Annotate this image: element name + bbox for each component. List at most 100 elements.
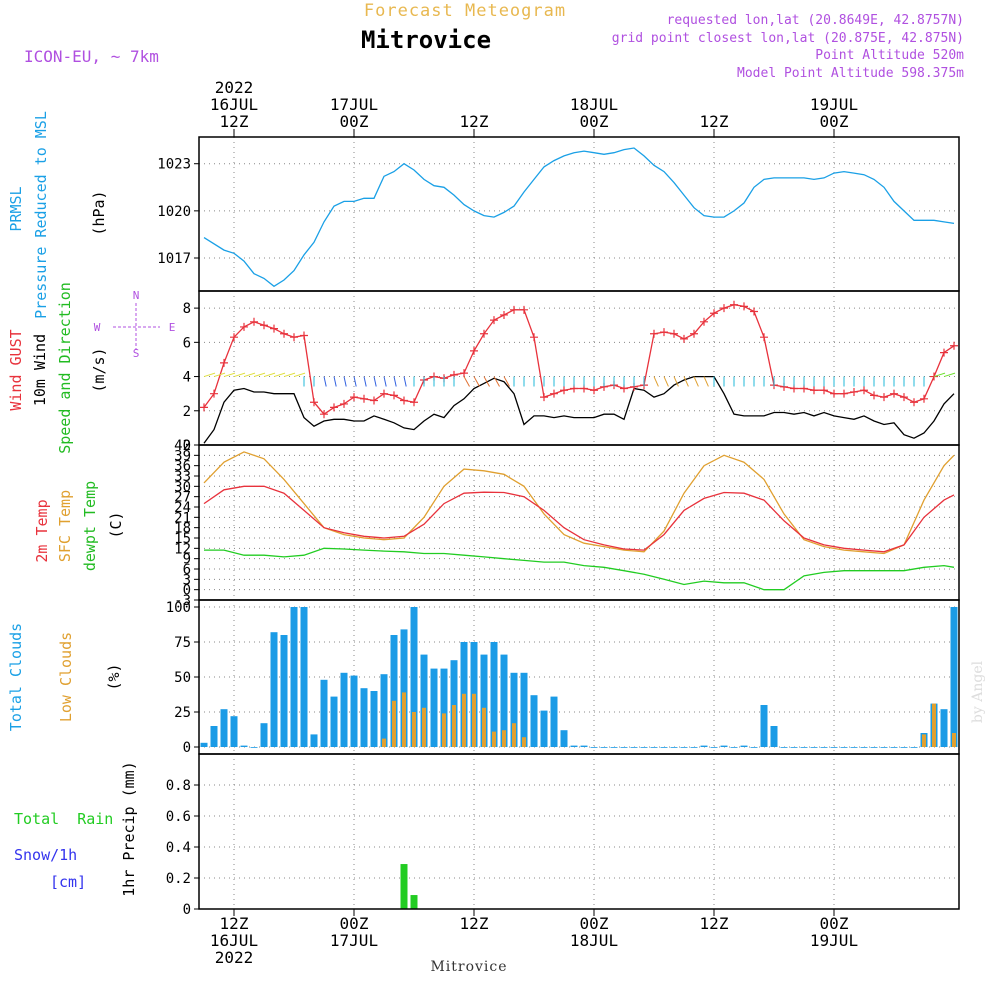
total-cloud-bar	[330, 696, 338, 747]
panel-frame	[198, 753, 960, 910]
total-cloud-bar	[530, 695, 538, 747]
panel-labels: PRMSL Pressure Reduced to MSL (hPa) Wind…	[7, 111, 138, 897]
wind-direction-arrow	[213, 372, 226, 378]
wind-direction-arrow	[483, 376, 490, 387]
total-cloud-bar	[270, 632, 278, 747]
total-cloud-bar	[570, 745, 578, 747]
rain-bar	[410, 895, 418, 909]
gust-marker	[520, 305, 528, 314]
gust-marker	[270, 324, 278, 333]
y-tick-label: 27	[174, 490, 191, 506]
cloud-panel: 0 25 50 75 100	[166, 599, 960, 756]
wind-direction-arrow	[263, 372, 276, 378]
label-sfc-temp: SFC Temp	[56, 490, 74, 562]
low-cloud-bar	[522, 737, 526, 747]
wind-direction-arrow	[353, 376, 357, 387]
x-tick-label-top: 12Z	[460, 112, 489, 131]
total-cloud-bar	[250, 747, 258, 748]
total-cloud-bar	[240, 745, 248, 747]
y-tick-label: 0	[183, 740, 191, 756]
low-cloud-bar	[482, 707, 486, 747]
total-cloud-bar	[440, 668, 448, 747]
gust-marker	[820, 386, 828, 395]
y-tick-label: 1023	[157, 157, 191, 173]
gust-marker	[680, 334, 688, 343]
low-cloud-bar	[382, 738, 386, 747]
x-tick-label-top: 00Z	[580, 112, 609, 131]
gust-marker	[700, 317, 708, 326]
compass-cross	[113, 303, 160, 350]
wind-direction-arrow	[463, 376, 470, 387]
label-1hr-precip: 1hr Precip (mm)	[120, 761, 138, 896]
total-cloud-bar	[760, 705, 768, 747]
total-cloud-bar	[850, 747, 858, 748]
gust-marker	[500, 310, 508, 319]
gust-marker	[940, 348, 948, 357]
low-cloud-bar	[492, 731, 496, 747]
point-altitude: Point Altitude 520m	[815, 48, 964, 63]
precip-panel: 0 0.2 0.4 0.6 0.8	[166, 753, 960, 918]
y-tick-label: 0	[183, 902, 191, 918]
gust-marker	[390, 391, 398, 400]
wind-direction-arrow	[403, 376, 407, 387]
x-tick-label-bottom: 2022	[215, 948, 254, 967]
y-tick-label: -3	[174, 593, 191, 609]
low-cloud-bar	[502, 730, 506, 747]
x-tick-label-bottom: 12Z	[220, 914, 249, 933]
wind-direction-arrow	[323, 376, 327, 387]
total-cloud-bar	[670, 747, 678, 748]
gust-marker	[910, 398, 918, 407]
total-cloud-bar	[660, 747, 668, 748]
footer-location: Mitrovice	[430, 959, 507, 975]
total-cloud-bar	[910, 747, 918, 748]
total-cloud-bar	[260, 723, 268, 747]
y-tick-label: 0	[183, 438, 191, 454]
total-cloud-bar	[350, 675, 358, 747]
low-cloud-bar	[932, 703, 936, 747]
x-tick-label-bottom: 00Z	[340, 914, 369, 933]
gust-marker	[760, 333, 768, 342]
y-tick-label: 18	[174, 521, 191, 537]
total-cloud-bar	[720, 745, 728, 747]
gust-marker	[210, 389, 218, 398]
wind-direction-arrow	[343, 376, 347, 387]
total-cloud-bar	[290, 607, 298, 747]
x-tick-label-top: 00Z	[340, 112, 369, 131]
low-cloud-bar	[452, 705, 456, 747]
label-percent: (%)	[105, 663, 123, 690]
gust-marker	[830, 389, 838, 398]
label-celsius: (C)	[107, 511, 125, 538]
total-cloud-bar	[520, 672, 528, 747]
total-cloud-bar	[310, 734, 318, 747]
total-cloud-bar	[600, 747, 608, 748]
y-tick-label: 0.6	[166, 809, 191, 825]
gust-marker	[690, 329, 698, 338]
gust-marker	[370, 396, 378, 405]
total-cloud-bar	[300, 607, 308, 747]
y-tick-label: 36	[174, 459, 191, 475]
label-dewpt-temp: dewpt Temp	[81, 481, 99, 571]
wind-direction-arrow	[663, 376, 669, 387]
gust-marker	[480, 329, 488, 338]
wind-direction-arrow	[473, 376, 480, 387]
total-cloud-bar	[680, 747, 688, 748]
x-tick-label-top: 17JUL	[330, 95, 378, 114]
y-tick-label: 15	[174, 531, 191, 547]
total-cloud-bar	[590, 747, 598, 748]
total-cloud-bar	[690, 747, 698, 748]
total-cloud-bar	[790, 747, 798, 748]
total-cloud-bar	[770, 726, 778, 747]
gust-marker	[240, 322, 248, 331]
wind-panel: 0 2 4 6 8 N S W E	[94, 289, 960, 454]
gust-marker	[720, 304, 728, 313]
total-cloud-bar	[420, 654, 428, 747]
gust-marker	[550, 389, 558, 398]
y-tick-label: 9	[183, 552, 191, 568]
gust-marker	[400, 396, 408, 405]
gust-marker	[860, 386, 868, 395]
gust-marker	[920, 394, 928, 403]
total-cloud-bar	[380, 674, 388, 747]
gust-marker	[360, 394, 368, 403]
